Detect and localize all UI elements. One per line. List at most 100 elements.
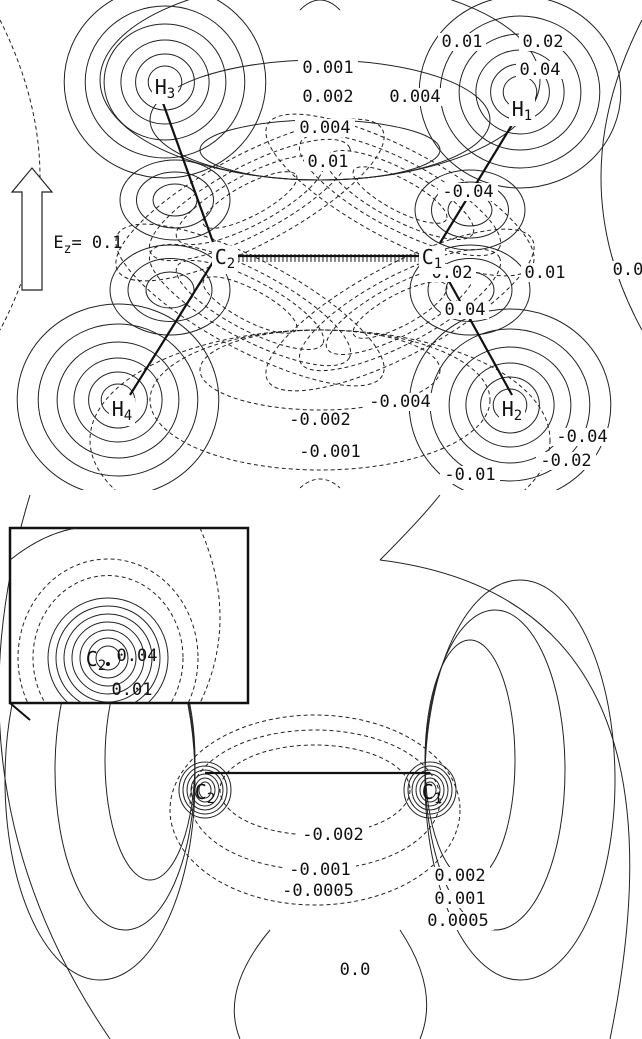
contour	[399, 929, 428, 1039]
contour	[299, 0, 341, 11]
label-bg	[212, 246, 238, 274]
atom-label: H3	[155, 75, 175, 103]
contour	[431, 181, 509, 239]
contour-label: 0.0005	[427, 911, 488, 931]
field-subscript: z	[64, 242, 72, 257]
contour	[480, 376, 540, 434]
contour	[149, 329, 491, 471]
label-bg	[430, 890, 490, 908]
label-bg	[298, 59, 358, 77]
contour	[148, 243, 352, 367]
atom-label: C2	[195, 780, 215, 808]
contour-label: 0.01	[112, 680, 153, 700]
field-label: Ez= 0.1	[53, 233, 122, 257]
contour	[202, 276, 298, 334]
contour	[63, 613, 153, 703]
contour-label: 0.02	[523, 32, 564, 52]
atom-label: H1	[512, 97, 532, 125]
contour	[352, 166, 448, 224]
label-bg	[536, 452, 596, 470]
atom-subscript: 3	[167, 86, 175, 102]
field-symbol: E	[53, 233, 63, 253]
label-bg	[422, 912, 494, 930]
contour-label: 0.04	[445, 300, 486, 320]
contour-label: 0.002	[302, 87, 353, 107]
contour	[409, 244, 531, 336]
contour	[414, 169, 526, 251]
label-bg	[294, 443, 366, 461]
atom-subscript: 2	[514, 408, 522, 424]
contour	[407, 765, 453, 815]
contour-label: 0.01	[525, 263, 566, 283]
inset-pointer	[9, 702, 31, 721]
contour	[423, 781, 437, 799]
contour-label: -0.002	[289, 410, 350, 430]
label-bg	[509, 98, 535, 126]
field-arrow	[10, 167, 54, 291]
label-bg	[284, 411, 356, 429]
contour	[403, 761, 457, 819]
contour	[119, 159, 231, 241]
contour	[182, 765, 228, 815]
label-bg	[499, 398, 525, 426]
contour	[448, 346, 572, 464]
contour	[178, 761, 232, 819]
label-bg	[284, 861, 356, 879]
label-bg	[552, 428, 612, 446]
contour	[120, 39, 210, 125]
label-bg	[441, 301, 489, 319]
atom-symbol: C	[422, 245, 434, 269]
field-value: = 0.1	[71, 233, 122, 253]
contour	[600, 19, 642, 331]
contour	[379, 495, 441, 561]
atom-subscript: 4	[124, 408, 132, 424]
atom-symbol: C	[215, 245, 227, 269]
contour	[219, 744, 411, 836]
contour	[87, 637, 129, 679]
atom-subscript: 1	[524, 108, 532, 124]
contour	[419, 777, 441, 803]
contour	[103, 23, 227, 141]
contour-label: -0.002	[302, 825, 363, 845]
contour	[379, 559, 631, 1039]
label-bg	[109, 398, 135, 426]
contour-label: 0.001	[302, 58, 353, 78]
label-bg	[430, 867, 490, 885]
contour-label: 0.004	[299, 118, 350, 138]
contour	[55, 605, 161, 703]
contour	[427, 258, 513, 322]
contour	[17, 558, 199, 703]
contour-label: 0.0	[340, 960, 371, 980]
contour-label: 0.001	[434, 889, 485, 909]
label-bg	[276, 882, 360, 900]
contour	[194, 777, 216, 803]
contour	[56, 341, 180, 459]
contour	[198, 781, 212, 799]
contour-label: 0.01	[442, 32, 483, 52]
contour	[418, 0, 622, 189]
contour	[127, 258, 213, 322]
label-bg	[440, 466, 500, 484]
contour	[73, 357, 163, 443]
inset	[10, 528, 221, 703]
atom-label: C2	[86, 647, 106, 675]
contour	[84, 5, 246, 159]
contour	[411, 769, 449, 811]
label-bg	[297, 826, 369, 844]
contour-label: -0.01	[444, 465, 495, 485]
atom-subscript: 1	[434, 791, 442, 807]
atom-label: C1	[422, 780, 442, 808]
label-bg	[519, 33, 567, 51]
atom-label: C1	[422, 245, 442, 273]
label-bg	[419, 246, 445, 274]
atom-symbol: H	[112, 397, 124, 421]
contour	[115, 118, 385, 282]
contour-label: -0.04	[556, 427, 607, 447]
contour	[145, 271, 195, 309]
atom-symbol: H	[512, 97, 524, 121]
atom-label: C2	[215, 245, 235, 273]
contour	[79, 629, 137, 687]
label-bg	[337, 961, 373, 979]
